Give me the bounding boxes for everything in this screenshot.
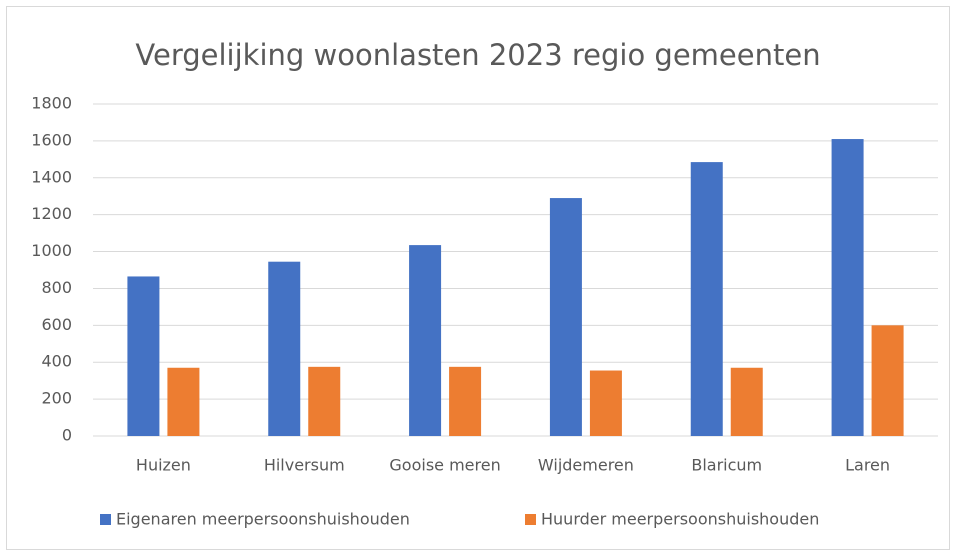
bar xyxy=(127,276,160,436)
bar xyxy=(308,366,341,436)
bar xyxy=(871,325,904,436)
chart-title: Vergelijking woonlasten 2023 regio gemee… xyxy=(135,38,820,72)
bar xyxy=(549,198,582,436)
y-tick-label: 1400 xyxy=(31,167,72,186)
legend-label: Eigenaren meerpersoonshuishouden xyxy=(116,510,410,529)
bar xyxy=(589,370,622,436)
bar xyxy=(268,261,301,436)
y-tick-label: 0 xyxy=(62,426,72,445)
x-tick-label: Wijdemeren xyxy=(538,456,634,475)
y-tick-label: 1600 xyxy=(31,130,72,149)
bar xyxy=(449,366,482,436)
legend-swatch xyxy=(525,514,536,525)
y-tick-label: 1200 xyxy=(31,204,72,223)
bar xyxy=(831,139,864,437)
y-tick-label: 200 xyxy=(41,389,72,408)
x-tick-label: Gooise meren xyxy=(389,456,500,475)
bar xyxy=(690,162,723,436)
x-tick-label: Hilversum xyxy=(264,456,345,475)
bar xyxy=(167,367,200,436)
legend-swatch xyxy=(100,514,111,525)
y-tick-label: 400 xyxy=(41,352,72,371)
legend-label: Huurder meerpersoonshuishouden xyxy=(541,510,819,529)
bar xyxy=(730,367,763,436)
y-tick-label: 800 xyxy=(41,278,72,297)
y-tick-label: 1800 xyxy=(31,94,72,113)
bar xyxy=(409,245,442,436)
y-tick-label: 600 xyxy=(41,315,72,334)
x-tick-label: Huizen xyxy=(136,456,191,475)
y-tick-label: 1000 xyxy=(31,241,72,260)
chart-frame xyxy=(6,6,950,550)
x-tick-label: Blaricum xyxy=(691,456,762,475)
x-tick-label: Laren xyxy=(845,456,890,475)
